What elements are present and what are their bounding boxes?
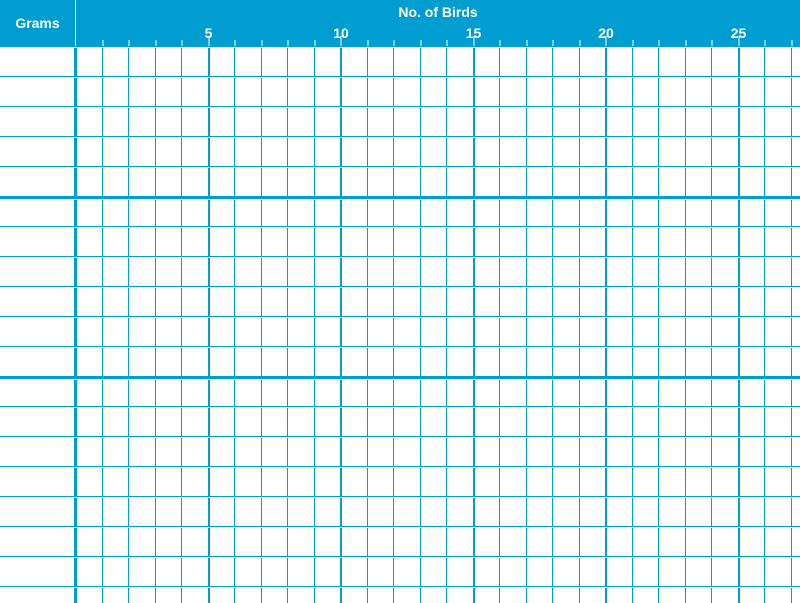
grid-hline xyxy=(0,556,800,558)
chart-grid xyxy=(0,46,800,603)
chart-header: Grams No. of Birds 510152025 xyxy=(0,0,800,46)
grid-vline xyxy=(632,46,634,603)
grid-vline xyxy=(685,46,687,603)
grid-vline xyxy=(552,46,554,603)
grid-vline-major xyxy=(473,46,479,603)
grid-vline xyxy=(287,46,289,603)
grid-hline xyxy=(0,586,800,588)
x-tick-mark xyxy=(738,36,739,46)
grid-vline-major xyxy=(738,46,744,603)
grid-hline xyxy=(0,46,800,48)
grid-hline xyxy=(0,406,800,408)
grid-hline xyxy=(0,496,800,498)
birds-header-area: No. of Birds 510152025 xyxy=(76,0,800,46)
birds-axis-title-text: No. of Birds xyxy=(398,4,477,20)
grid-vline xyxy=(314,46,316,603)
x-tick-mark xyxy=(606,36,607,46)
grams-label: Grams xyxy=(15,15,59,31)
grid-vline xyxy=(711,46,713,603)
grid-vline xyxy=(234,46,236,603)
birds-axis-ticks: 510152025 xyxy=(76,23,800,46)
birds-axis-title: No. of Birds xyxy=(76,0,800,23)
grid-hline xyxy=(0,526,800,528)
grid-hline xyxy=(0,226,800,228)
grid-vline xyxy=(658,46,660,603)
grid-vline xyxy=(128,46,130,603)
x-tick-mark xyxy=(208,36,209,46)
grid-hline-highlight xyxy=(0,196,800,200)
grid-hline xyxy=(0,436,800,438)
grid-hline xyxy=(0,316,800,318)
grid-vline xyxy=(499,46,501,603)
grid-hline xyxy=(0,76,800,78)
grid-vline xyxy=(764,46,766,603)
grid-vline xyxy=(393,46,395,603)
y-axis-line xyxy=(74,46,79,603)
grid-vline xyxy=(579,46,581,603)
grams-column-header: Grams xyxy=(0,0,76,46)
grid-vline xyxy=(446,46,448,603)
grid-vline xyxy=(181,46,183,603)
grid-vline xyxy=(420,46,422,603)
grid-hline xyxy=(0,166,800,168)
grid-vline xyxy=(367,46,369,603)
grid-hline xyxy=(0,136,800,138)
grid-hline xyxy=(0,346,800,348)
x-tick-mark xyxy=(473,36,474,46)
grid-vline xyxy=(102,46,104,603)
grid-vline xyxy=(526,46,528,603)
grid-vline-major xyxy=(605,46,611,603)
grid-hline xyxy=(0,106,800,108)
grid-hline-highlight xyxy=(0,376,800,380)
grid-vline-major xyxy=(208,46,214,603)
grid-hline xyxy=(0,256,800,258)
x-tick-mark xyxy=(341,36,342,46)
grid-vline xyxy=(155,46,157,603)
grid-vline xyxy=(791,46,793,603)
grid-vline-major xyxy=(340,46,346,603)
grid-hline xyxy=(0,286,800,288)
grid-hline xyxy=(0,466,800,468)
grid-vline xyxy=(261,46,263,603)
